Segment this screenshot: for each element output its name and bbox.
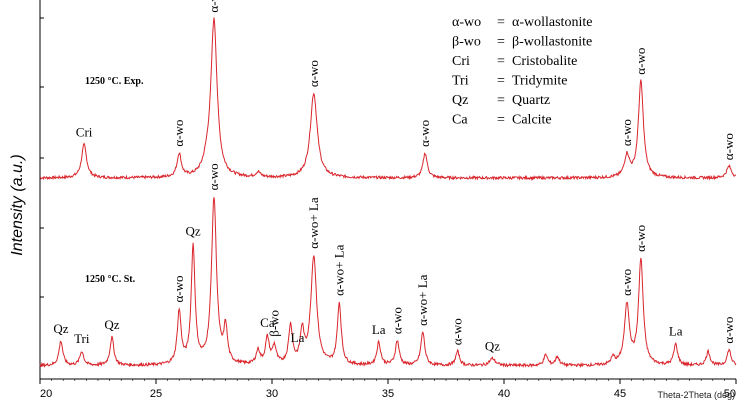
legend-eq: =: [497, 35, 505, 50]
peak-label: α-wo: [417, 120, 432, 147]
peak-label: Cri: [76, 125, 93, 140]
peak-label: α-wo+ La: [331, 244, 346, 296]
peak-label: La: [291, 330, 305, 345]
peak-label: α-wo+ La: [306, 197, 321, 249]
x-tick-label: 30: [266, 388, 278, 400]
x-tick-label: 45: [614, 388, 626, 400]
x-tick-label: 50: [724, 388, 736, 400]
legend-eq: =: [497, 54, 505, 69]
peak-label: Qz: [485, 338, 500, 353]
legend: α-wo = α-wollastonite β-wo = β-wollastonite Cr…: [452, 15, 592, 128]
legend-eq: =: [497, 15, 505, 30]
legend-abbr: β-wo: [452, 35, 481, 50]
legend-full: β-wollastonite: [512, 35, 592, 50]
peak-label: α-wo: [306, 60, 321, 87]
legend-full: Tridymite: [512, 74, 568, 89]
peak-label: α-wo: [633, 225, 648, 252]
series-line-2: [39, 197, 737, 369]
peak-label: Qz: [104, 317, 119, 332]
peak-label: α-wo: [389, 307, 404, 334]
legend-abbr: Cri: [452, 54, 470, 69]
series-name-1: 1250 °C. Exp.: [85, 76, 144, 87]
peak-label: Qz: [53, 321, 68, 336]
peak-label: La: [669, 324, 683, 339]
peak-label: α-wo: [171, 275, 186, 302]
peak-label: α-wo: [450, 318, 465, 345]
legend-eq: =: [497, 93, 505, 108]
legend-full: Quartz: [512, 93, 550, 108]
peak-label: La: [372, 322, 386, 337]
legend-full: α-wollastonite: [512, 15, 592, 30]
legend-eq: =: [497, 74, 505, 89]
legend-abbr: Qz: [452, 93, 468, 108]
axes: 20 25 30 35 40 45 50: [39, 0, 737, 400]
x-tick-label: 25: [150, 388, 162, 400]
peak-label: Ca: [260, 315, 275, 330]
peak-label: α-wo+ La: [415, 274, 430, 326]
x-tick-label: 40: [498, 388, 510, 400]
peak-label: α-wo: [206, 163, 221, 190]
legend-abbr: α-wo: [452, 15, 481, 30]
peak-label: β-wo: [266, 310, 281, 337]
peak-label: α-wo: [619, 119, 634, 146]
series-name-2: 1250 °C. St.: [85, 274, 136, 285]
series-line-1: [39, 17, 737, 181]
peak-label: α-wo: [633, 48, 648, 75]
peak-label: α-wo: [721, 317, 736, 344]
legend-full: Cristobalite: [512, 54, 577, 69]
peak-label: α-wo: [721, 133, 736, 160]
x-tick-label: 35: [382, 388, 394, 400]
x-tick-label: 20: [40, 388, 52, 400]
peak-label: α-wo: [619, 269, 634, 296]
legend-full: Calcite: [512, 113, 552, 128]
legend-eq: =: [497, 113, 505, 128]
peak-label: Tri: [74, 331, 90, 346]
peak-label: α-wo: [206, 0, 221, 13]
legend-abbr: Tri: [452, 74, 469, 89]
y-axis-label: Intensity (a.u.): [9, 154, 26, 255]
x-axis-label: Theta-2Theta (deg): [657, 390, 735, 400]
plot-area: 1250 °C. Exp.Cri α-woα-woα-wo α-woα-woα-wo…: [39, 0, 737, 369]
peak-label: Qz: [186, 223, 201, 238]
peak-label: α-wo: [171, 120, 186, 147]
legend-abbr: Ca: [452, 113, 468, 128]
